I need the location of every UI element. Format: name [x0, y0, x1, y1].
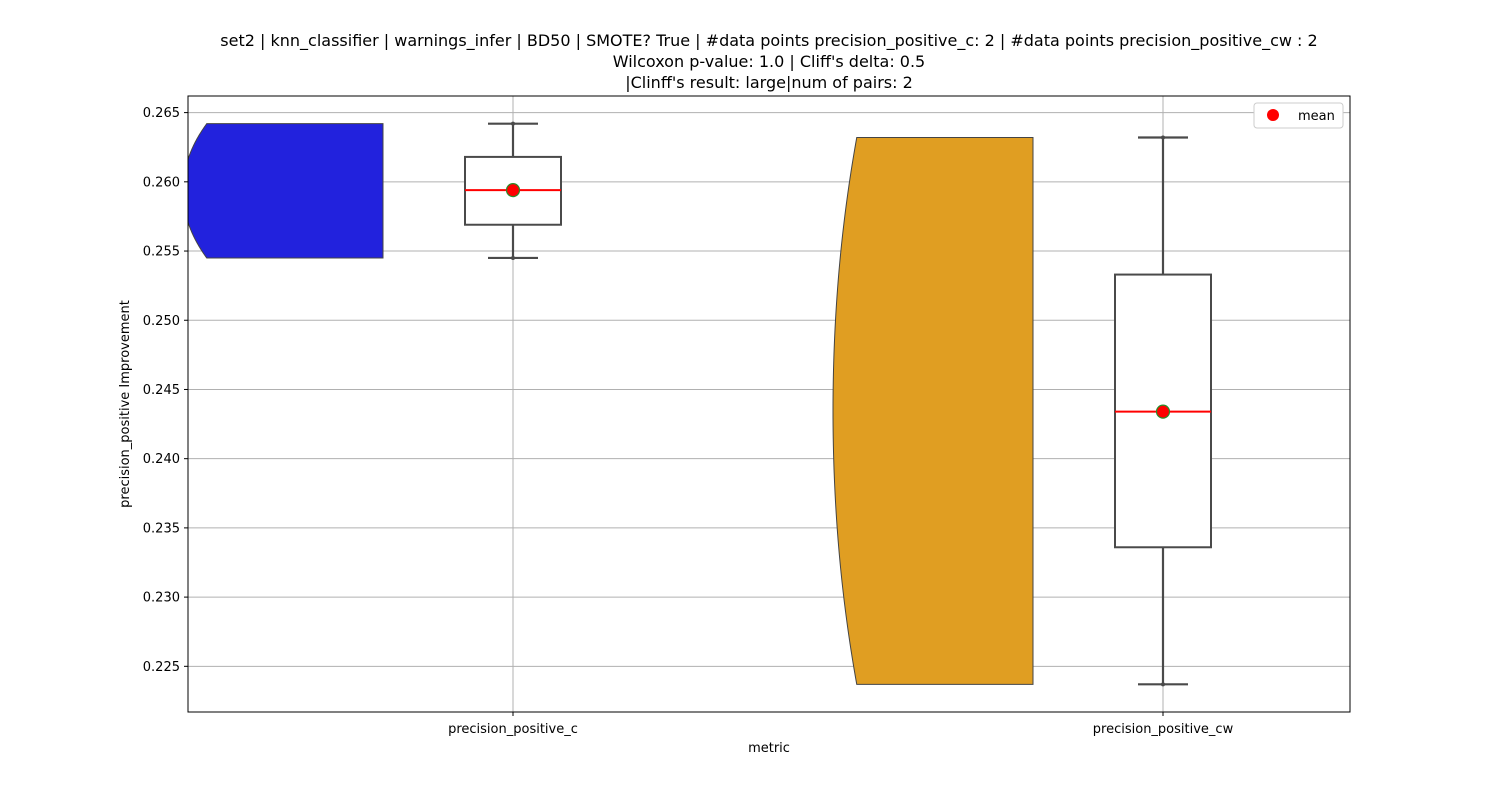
data-point: [511, 121, 515, 126]
y-tick-label: 0.245: [143, 383, 180, 398]
violin-precision_positive_cw: [832, 137, 1034, 685]
title-line-1: set2 | knn_classifier | warnings_infer |…: [220, 31, 1318, 50]
violin-precision_positive_c: [188, 123, 384, 259]
title-line-2: Wilcoxon p-value: 1.0 | Cliff's delta: 0…: [612, 52, 926, 71]
y-tick-label: 0.260: [143, 175, 180, 190]
x-tick-label: precision_positive_cw: [1093, 722, 1234, 737]
y-axis-label: precision_positive Improvement: [118, 300, 133, 508]
data-point: [511, 255, 515, 260]
mean-marker: [1155, 404, 1171, 419]
y-tick-label: 0.265: [143, 106, 180, 121]
legend-mean-marker: [1267, 109, 1279, 121]
mean-marker: [505, 183, 521, 198]
y-tick-label: 0.250: [143, 314, 180, 329]
plot-frame: [187, 95, 1351, 713]
y-tick-label: 0.235: [143, 521, 180, 536]
box-layer: [464, 121, 1212, 687]
x-axis-label: metric: [748, 741, 790, 756]
legend: mean: [1253, 102, 1344, 129]
y-tick-label: 0.225: [143, 660, 180, 675]
legend-entry-mean: mean: [1298, 109, 1335, 124]
legend-box: [1253, 102, 1344, 129]
x-axis-ticks: precision_positive_c precision_positive_c…: [448, 712, 1234, 737]
y-tick-label: 0.240: [143, 452, 180, 467]
data-point: [1161, 135, 1165, 140]
x-tick-label: precision_positive_c: [448, 722, 578, 737]
y-tick-label: 0.230: [143, 591, 180, 606]
data-point: [1161, 682, 1165, 687]
y-tick-label: 0.255: [143, 245, 180, 260]
violin-layer: [188, 123, 1034, 685]
y-axis-ticks: 0.225 0.230 0.235 0.240 0.245 0.250 0.255 0.260…: [143, 106, 188, 675]
title-line-3: |Clinff's result: large|num of pairs: 2: [625, 73, 913, 92]
chart-title: set2 | knn_classifier | warnings_infer |…: [0, 30, 1500, 93]
